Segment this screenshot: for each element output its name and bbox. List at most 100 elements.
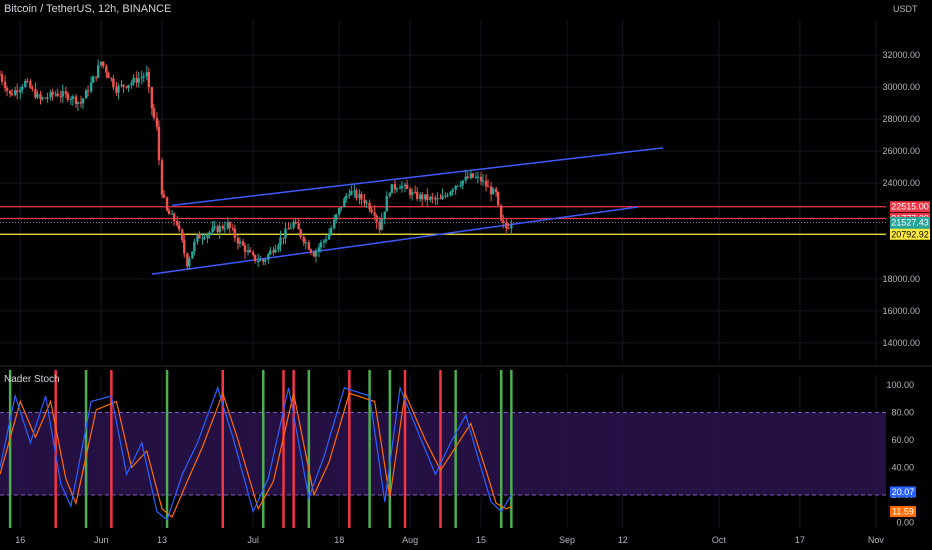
currency-label: USDT <box>893 4 918 14</box>
candle <box>44 97 47 99</box>
candle <box>203 237 206 239</box>
candle <box>102 61 105 67</box>
candle <box>100 61 103 66</box>
stoch-tick-label: 40.00 <box>891 463 914 473</box>
candle <box>152 108 156 118</box>
candle <box>140 77 143 79</box>
candle <box>309 249 313 253</box>
candle <box>165 197 169 211</box>
candle <box>496 191 500 206</box>
candle <box>228 222 232 228</box>
candle <box>0 74 2 76</box>
candle <box>147 72 151 88</box>
candle <box>218 225 221 233</box>
candle <box>3 81 7 89</box>
candle <box>66 93 70 100</box>
candle <box>471 173 475 178</box>
candle <box>142 76 145 78</box>
symbol-title: Bitcoin / TetherUS, 12h, BINANCE <box>4 3 172 15</box>
candle <box>484 180 488 187</box>
candle <box>19 89 22 93</box>
x-tick-label: 13 <box>157 535 167 545</box>
candle <box>262 259 265 262</box>
candle <box>61 91 64 97</box>
candle <box>324 239 328 241</box>
candle <box>253 255 257 261</box>
candle <box>424 194 427 200</box>
x-tick-label: Nov <box>868 535 885 545</box>
candle <box>122 84 125 87</box>
candle <box>459 185 462 187</box>
candle <box>10 93 14 96</box>
candle <box>304 242 307 244</box>
candle <box>64 91 68 94</box>
x-tick-label: 16 <box>15 535 25 545</box>
candle <box>117 85 120 93</box>
candle <box>233 228 237 238</box>
candle <box>183 240 186 254</box>
candle <box>167 210 171 215</box>
candle <box>0 74 4 82</box>
candle <box>287 228 290 230</box>
candle <box>59 96 62 98</box>
candle <box>398 187 402 189</box>
indicator-title: Nader Stoch <box>4 374 60 385</box>
candle <box>243 245 247 253</box>
candle <box>456 185 459 187</box>
candle <box>112 78 115 88</box>
candle <box>505 222 508 228</box>
candle <box>155 117 159 127</box>
candle <box>500 205 503 221</box>
x-tick-label: 12 <box>618 535 628 545</box>
candle <box>444 195 447 197</box>
candle <box>363 199 366 204</box>
candle <box>461 180 464 186</box>
price-level-tag <box>890 217 930 229</box>
candle <box>86 90 90 92</box>
candle <box>329 228 333 235</box>
candle <box>236 237 240 244</box>
candle <box>451 189 454 192</box>
candle <box>350 190 353 195</box>
candle <box>135 77 138 83</box>
candle <box>13 90 17 96</box>
candle <box>181 229 184 241</box>
stoch-value-tag <box>890 486 916 498</box>
price-tick-label: 18000.00 <box>882 274 920 284</box>
price-tick-label: 30000.00 <box>882 82 920 92</box>
candle <box>322 240 326 243</box>
candle <box>191 251 194 259</box>
candle <box>193 241 196 252</box>
candle <box>248 250 252 253</box>
candle <box>434 197 437 200</box>
candle <box>226 222 230 229</box>
stoch-value-tag <box>890 506 916 518</box>
candle <box>213 226 216 228</box>
candle <box>31 87 34 89</box>
candle <box>353 190 356 192</box>
candle <box>370 209 373 213</box>
candle <box>297 223 300 230</box>
candle <box>441 195 444 200</box>
stoch-d-line <box>0 391 512 518</box>
candle <box>277 245 280 250</box>
candle <box>150 87 154 109</box>
candle <box>132 77 135 83</box>
candle <box>388 193 392 197</box>
candle <box>292 221 295 228</box>
candle <box>345 195 348 199</box>
x-tick-label: Jul <box>247 535 259 545</box>
stoch-tick-label: 100.00 <box>886 380 914 390</box>
candle <box>208 232 211 235</box>
candle <box>160 160 164 195</box>
candle <box>421 194 424 200</box>
candle <box>241 241 245 246</box>
candle <box>413 191 417 193</box>
candle <box>76 101 80 104</box>
candle <box>439 198 442 200</box>
candle <box>390 184 394 194</box>
candle <box>79 101 83 104</box>
candle <box>378 221 381 230</box>
price-level-tag <box>890 228 930 240</box>
